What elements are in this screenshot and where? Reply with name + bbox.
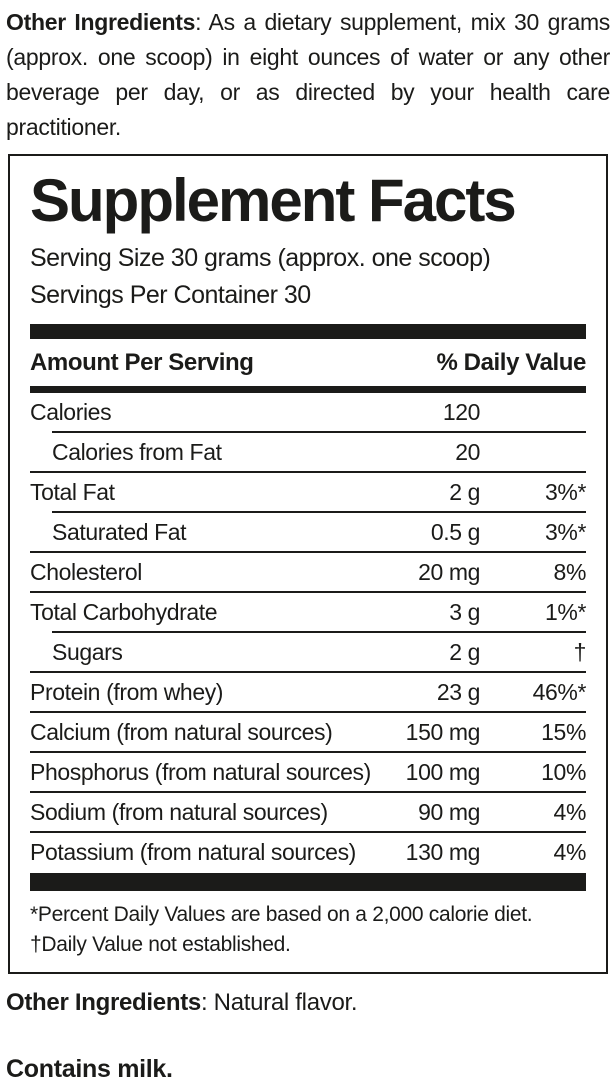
nutrient-amount: 100 mg xyxy=(405,758,481,785)
nutrient-amount: 23 g xyxy=(436,678,481,705)
table-row: Total Carbohydrate 3 g 1%* xyxy=(30,593,586,631)
nutrient-name: Total Carbohydrate xyxy=(30,598,218,625)
nutrient-amount: 120 xyxy=(442,398,481,425)
nutrient-name: Calories from Fat xyxy=(52,438,222,465)
nutrient-daily-value: 4% xyxy=(553,838,587,865)
nutrient-amount: 90 mg xyxy=(418,798,480,825)
other-ingredients-note: Other Ingredients: Natural flavor. xyxy=(0,988,616,1018)
nutrient-name: Phosphorus (from natural sources) xyxy=(30,758,371,785)
nutrient-daily-value: † xyxy=(573,638,587,665)
nutrient-amount: 3 g xyxy=(449,598,480,625)
nutrient-daily-value: 4% xyxy=(553,798,587,825)
nutrient-name: Total Fat xyxy=(30,478,115,505)
allergen-note: Contains milk. xyxy=(6,1055,173,1083)
other-ingredients-heading-bottom: Other Ingredients xyxy=(6,989,201,1016)
row-divider xyxy=(30,711,586,713)
table-row: Phosphorus (from natural sources) 100 mg 1… xyxy=(30,753,586,791)
table-row: Sodium (from natural sources) 90 mg 4% xyxy=(30,793,586,831)
nutrient-amount: 150 mg xyxy=(405,718,481,745)
nutrient-name: Sugars xyxy=(52,638,123,665)
row-divider xyxy=(30,471,586,473)
table-row: Saturated Fat 0.5 g 3%* xyxy=(30,513,586,551)
supplement-facts-panel: Supplement Facts Serving Size 30 grams (… xyxy=(8,154,608,974)
nutrient-daily-value: 3%* xyxy=(545,518,586,545)
nutrient-daily-value: 10% xyxy=(541,758,586,785)
divider-bar-header xyxy=(30,386,586,393)
nutrient-daily-value: 15% xyxy=(541,718,586,745)
nutrient-table: Calories 120 Calories from Fat 20 Total Fat 2… xyxy=(30,393,586,871)
row-divider xyxy=(30,751,586,753)
nutrient-amount: 130 mg xyxy=(405,838,481,865)
footnote-percent-daily-values: *Percent Daily Values are based on a 2,0… xyxy=(30,903,533,926)
table-row: Total Fat 2 g 3%* xyxy=(30,473,586,511)
nutrient-amount: 2 g xyxy=(449,478,480,505)
nutrient-name: Cholesterol xyxy=(30,558,142,585)
table-row: Calories from Fat 20 xyxy=(30,433,586,471)
nutrient-name: Saturated Fat xyxy=(52,518,187,545)
serving-size: Serving Size 30 grams (approx. one scoop… xyxy=(30,244,491,272)
table-row: Protein (from whey) 23 g 46%* xyxy=(30,673,586,711)
table-header: Amount Per Serving % Daily Value xyxy=(30,339,586,386)
row-divider xyxy=(52,631,586,633)
nutrient-name: Potassium (from natural sources) xyxy=(30,838,356,865)
nutrient-amount: 20 mg xyxy=(418,558,480,585)
table-row: Sugars 2 g † xyxy=(30,633,586,671)
nutrient-amount: 2 g xyxy=(449,638,480,665)
nutrient-daily-value: 46%* xyxy=(532,678,587,705)
footnote-daily-value-not-established: †Daily Value not established. xyxy=(30,933,291,956)
daily-value-header: % Daily Value xyxy=(436,349,586,376)
other-ingredients-heading-top: Other Ingredients xyxy=(6,9,196,35)
row-divider xyxy=(30,671,586,673)
table-row: Calcium (from natural sources) 150 mg 15% xyxy=(30,713,586,751)
amount-per-serving-header: Amount Per Serving xyxy=(30,349,254,376)
row-divider xyxy=(52,431,586,433)
panel-title: Supplement Facts xyxy=(30,167,517,234)
usage-directions-text: : As a dietary supplement, mix 30 grams … xyxy=(6,9,611,140)
row-divider xyxy=(30,591,586,593)
nutrient-name: Sodium (from natural sources) xyxy=(30,798,328,825)
table-row: Calories 120 xyxy=(30,393,586,431)
nutrient-name: Calories xyxy=(30,398,112,425)
nutrient-amount: 20 xyxy=(455,438,480,465)
table-row: Cholesterol 20 mg 8% xyxy=(30,553,586,591)
nutrient-daily-value: 1%* xyxy=(545,598,586,625)
row-divider xyxy=(30,831,586,833)
servings-per-container: Servings Per Container 30 xyxy=(30,281,311,309)
divider-bar-bottom xyxy=(30,873,586,891)
nutrient-amount: 0.5 g xyxy=(430,518,481,545)
nutrient-name: Calcium (from natural sources) xyxy=(30,718,333,745)
row-divider xyxy=(30,791,586,793)
usage-directions: Other Ingredients: As a dietary suppleme… xyxy=(0,0,616,145)
table-row: Potassium (from natural sources) 130 mg 4% xyxy=(30,833,586,871)
other-ingredients-text: : Natural flavor. xyxy=(200,989,358,1016)
divider-bar-top xyxy=(30,324,586,339)
row-divider xyxy=(30,551,586,553)
nutrient-daily-value: 3%* xyxy=(545,478,586,505)
nutrient-daily-value: 8% xyxy=(553,558,587,585)
nutrient-name: Protein (from whey) xyxy=(30,678,224,705)
row-divider xyxy=(52,511,586,513)
